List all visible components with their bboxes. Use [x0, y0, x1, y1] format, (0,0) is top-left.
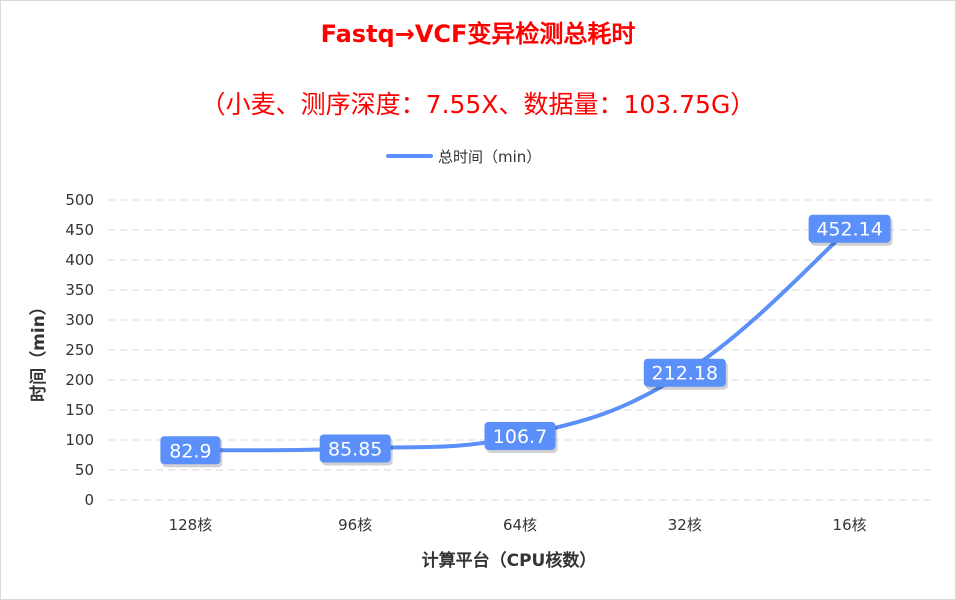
x-tick-label: 32核 [668, 516, 702, 534]
data-label: 106.7 [484, 421, 558, 453]
x-tick-label: 16核 [833, 516, 867, 534]
data-label-text: 85.85 [328, 438, 382, 460]
data-label-box [319, 434, 391, 463]
y-tick-label: 200 [65, 371, 94, 389]
data-label-box [160, 436, 221, 465]
data-label: 85.85 [319, 434, 393, 466]
data-label-text: 106.7 [493, 426, 547, 448]
x-tick-label: 96核 [338, 516, 372, 534]
data-label-box [484, 421, 556, 450]
legend-label: 总时间（min） [438, 148, 541, 166]
data-label-text: 212.18 [652, 363, 718, 385]
y-tick-label: 400 [65, 251, 94, 269]
chart-subtitle: （小麦、测序深度：7.55X、数据量：103.75G） [201, 90, 756, 119]
data-label: 82.9 [160, 436, 223, 468]
data-labels: 82.9 85.85 106.7 212.18 452.14 [160, 214, 893, 468]
y-tick-label: 300 [65, 311, 94, 329]
y-tick-label: 450 [65, 221, 94, 239]
series-line [188, 226, 852, 453]
y-axis-title: 时间（min） [28, 298, 49, 402]
y-tick-label: 500 [65, 191, 94, 209]
x-axis-title: 计算平台（CPU核数） [422, 550, 597, 571]
x-tick-label: 128核 [169, 516, 213, 534]
data-label-text: 452.14 [816, 219, 882, 241]
y-tick-label: 350 [65, 281, 94, 299]
y-tick-label: 0 [84, 491, 94, 509]
gridlines [108, 199, 932, 501]
series-lines [188, 226, 852, 453]
y-tick-label: 50 [75, 461, 94, 479]
y-axis-ticks: 0 50 100 150 200 250 300 350 400 450 500 [65, 191, 94, 509]
data-label: 452.14 [808, 214, 893, 246]
y-tick-label: 100 [65, 431, 94, 449]
x-tick-label: 64核 [503, 516, 537, 534]
chart-title: Fastq→VCF变异检测总耗时 [321, 20, 636, 48]
y-tick-label: 150 [65, 401, 94, 419]
x-axis-ticks: 128核 96核 64核 32核 16核 [169, 516, 867, 534]
y-tick-label: 250 [65, 341, 94, 359]
legend[interactable]: 总时间（min） [386, 148, 541, 166]
data-label-box [808, 214, 891, 243]
data-label-text: 82.9 [169, 440, 211, 462]
data-label: 212.18 [643, 358, 728, 390]
data-label-box [643, 358, 726, 387]
